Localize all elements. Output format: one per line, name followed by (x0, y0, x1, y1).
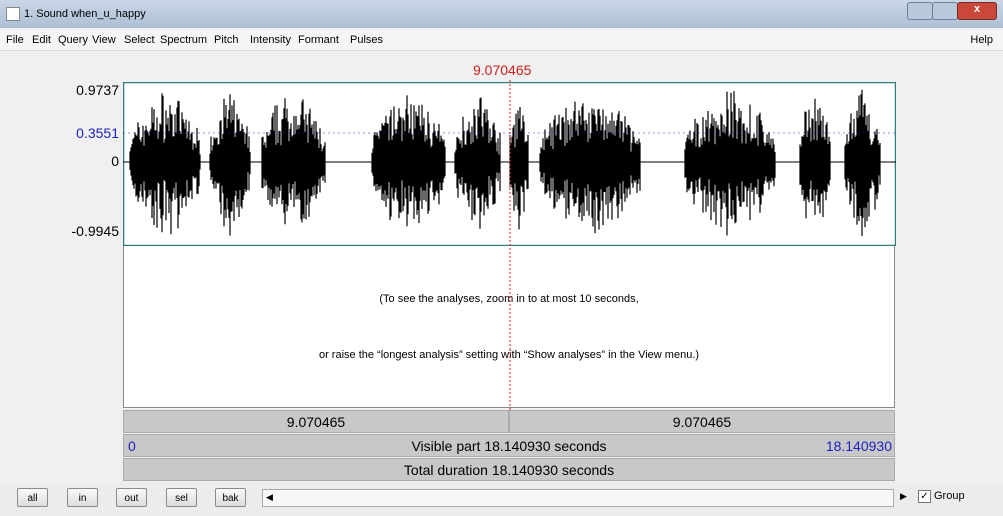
total-label: Total duration 18.140930 seconds (403, 462, 615, 478)
menu-bar: File Edit Query View Select Spectrum Pitch Inte… (0, 30, 1003, 51)
app-icon (6, 7, 20, 21)
visible-start: 0 (128, 438, 136, 454)
y-max-label: 0.9737 (76, 82, 119, 98)
close-button[interactable]: x (957, 2, 997, 20)
menu-item[interactable]: Intensity (250, 34, 291, 46)
window-controls: x (907, 2, 997, 20)
time-bar-right[interactable]: 9.070465 (509, 410, 895, 433)
waveform (129, 89, 881, 237)
title-bar: 1. Sound when_u_happy x (0, 0, 1003, 28)
menu-item[interactable]: Pitch (214, 34, 239, 46)
maximize-button[interactable] (932, 2, 958, 20)
menu-help[interactable]: Help (970, 34, 993, 46)
cursor-time: 9.070465 (473, 62, 532, 78)
message-line: (To see the analyses, zoom in to at most… (379, 293, 639, 305)
menu-item[interactable]: Select (124, 34, 155, 46)
y-min-label: -0.9945 (71, 223, 119, 239)
menu-item[interactable]: Formant (298, 34, 339, 46)
cursor-overlay (509, 80, 511, 410)
zoom-button[interactable]: out (116, 488, 147, 507)
group-checkbox[interactable]: ✓ (918, 490, 931, 503)
zoom-button[interactable]: in (67, 488, 98, 507)
scroll-right-arrow[interactable]: ▶ (900, 491, 907, 501)
message-line: or raise the “longest analysis” setting … (318, 349, 700, 361)
group-label: Group (934, 490, 965, 502)
y-zero-label: 0 (111, 153, 119, 169)
time-bar-left[interactable]: 9.070465 (123, 410, 509, 433)
time-bar-text: 9.070465 (672, 414, 732, 430)
analysis-area: (To see the analyses, zoom in to at most… (123, 245, 895, 408)
total-duration-bar[interactable]: Total duration 18.140930 seconds (123, 458, 895, 481)
zoom-button[interactable]: bak (215, 488, 246, 507)
visible-label: Visible part 18.140930 seconds (411, 438, 607, 454)
scroll-left-arrow[interactable]: ◀ (266, 492, 273, 502)
zoom-button[interactable]: all (17, 488, 48, 507)
menu-item[interactable]: Spectrum (160, 34, 208, 46)
time-bar-text: 9.070465 (286, 414, 346, 430)
menu-item[interactable]: Pulses (350, 34, 384, 46)
menu-item[interactable]: Query (58, 34, 88, 46)
visible-part-bar[interactable]: 0 Visible part 18.140930 seconds 18.1409… (123, 434, 895, 457)
menu-item[interactable]: Edit (32, 34, 51, 46)
window-title: 1. Sound when_u_happy (24, 8, 146, 20)
y-cursor-label: 0.3551 (76, 125, 119, 141)
menu-item[interactable]: View (92, 34, 116, 46)
scrollbar[interactable]: ◀ (262, 489, 894, 507)
menu-item[interactable]: File (6, 34, 24, 46)
visible-end: 18.140930 (825, 438, 892, 454)
minimize-button[interactable] (907, 2, 933, 20)
zoom-button[interactable]: sel (166, 488, 197, 507)
